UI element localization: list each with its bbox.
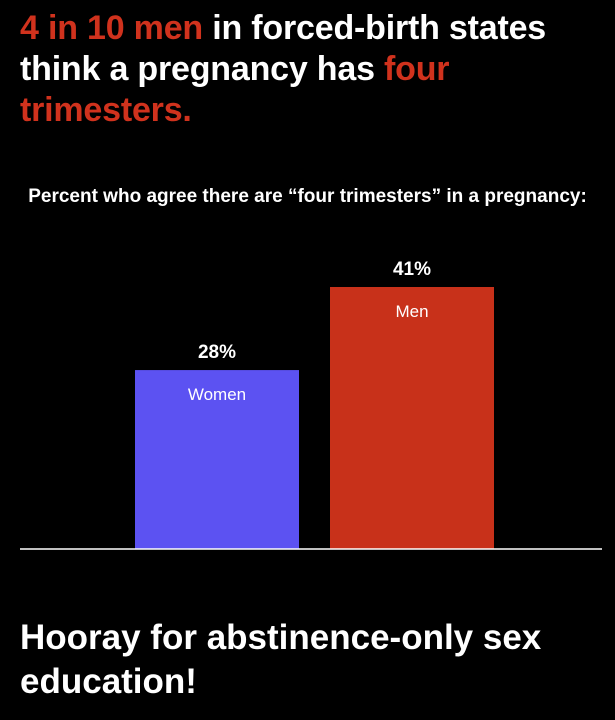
- headline: 4 in 10 men in forced-birth states think…: [20, 8, 600, 131]
- headline-highlight-stat: 4 in 10 men: [20, 9, 203, 47]
- bar-men: [330, 287, 494, 549]
- value-label-women: 28%: [198, 342, 236, 363]
- footer-caption: Hooray for abstinence-only sex education…: [20, 618, 542, 701]
- headline-body: in forced-birth states think a pregnancy…: [20, 9, 547, 88]
- category-label-women: Women: [188, 385, 246, 404]
- headline-highlight-claim: four trimesters.: [20, 50, 450, 129]
- value-label-men: 41%: [393, 259, 431, 280]
- bar-women: [135, 370, 299, 549]
- chart-title: Percent who agree there are “four trimes…: [28, 186, 587, 207]
- bar-chart: 28% Women 41% Men: [20, 259, 602, 550]
- category-label-men: Men: [395, 302, 428, 321]
